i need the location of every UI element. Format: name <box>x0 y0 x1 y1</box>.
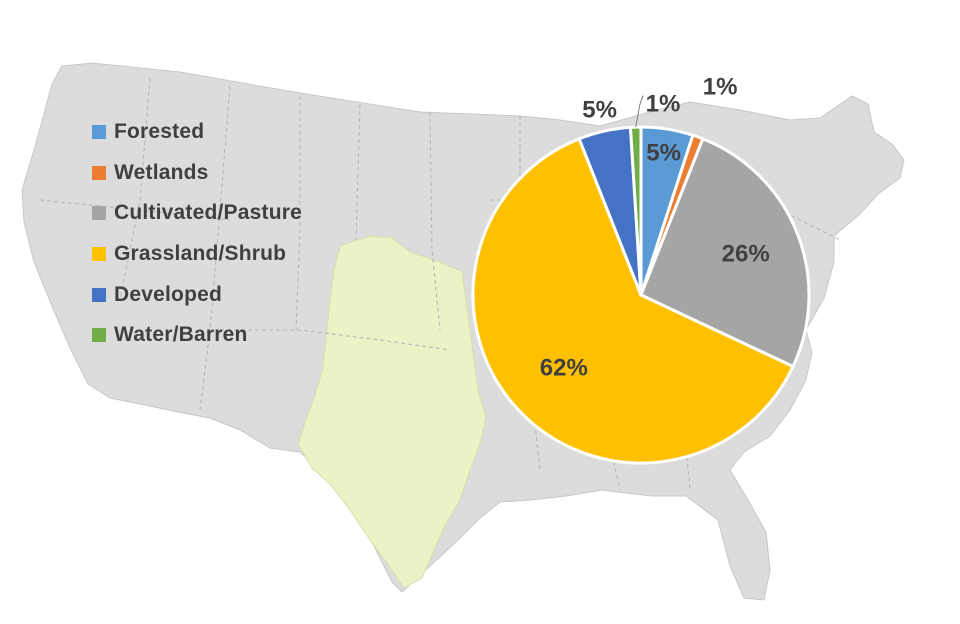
legend-item-developed: Developed <box>92 274 302 315</box>
data-label-developed: 5% <box>582 97 617 124</box>
state-border-line <box>679 379 691 491</box>
state-border-line <box>355 103 361 241</box>
legend-item-grassland-shrub: Grassland/Shrub <box>92 234 302 275</box>
legend-item-water-barren: Water/Barren <box>92 315 302 356</box>
legend-label-water-barren: Water/Barren <box>114 323 248 347</box>
leader-line-water-barren <box>635 95 644 128</box>
legend-item-wetlands: Wetlands <box>92 153 302 194</box>
pie-slice-grassland-shrub <box>471 137 795 465</box>
state-border-line <box>295 96 301 331</box>
data-label-grassland-shrub: 62% <box>540 355 588 382</box>
data-label-water-barren: 1% <box>646 91 681 118</box>
legend: Forested Wetlands Cultivated/Pasture Gra… <box>92 112 302 356</box>
state-border-line <box>220 329 451 351</box>
legend-swatch-grassland-shrub <box>92 247 106 262</box>
data-label-cultivated-pasture: 26% <box>722 241 770 268</box>
legend-item-forested: Forested <box>92 112 302 153</box>
state-border-line <box>119 77 151 301</box>
legend-label-developed: Developed <box>114 282 222 306</box>
legend-label-cultivated-pasture: Cultivated/Pasture <box>114 201 302 225</box>
state-border-line <box>199 85 231 411</box>
legend-label-forested: Forested <box>114 120 205 144</box>
state-border-line <box>429 111 441 331</box>
legend-swatch-developed <box>92 287 106 302</box>
legend-swatch-wetlands <box>92 165 106 180</box>
pie-slice-cultivated-pasture <box>639 137 811 369</box>
state-border-line <box>39 199 231 221</box>
legend-swatch-water-barren <box>92 328 106 343</box>
legend-label-wetlands: Wetlands <box>114 160 209 184</box>
legend-label-grassland-shrub: Grassland/Shrub <box>114 242 287 266</box>
legend-item-cultivated-pasture: Cultivated/Pasture <box>92 193 302 234</box>
legend-swatch-cultivated-pasture <box>92 206 106 221</box>
data-label-forested: 5% <box>646 139 681 166</box>
legend-swatch-forested <box>92 125 106 140</box>
data-label-wetlands: 1% <box>703 73 738 100</box>
